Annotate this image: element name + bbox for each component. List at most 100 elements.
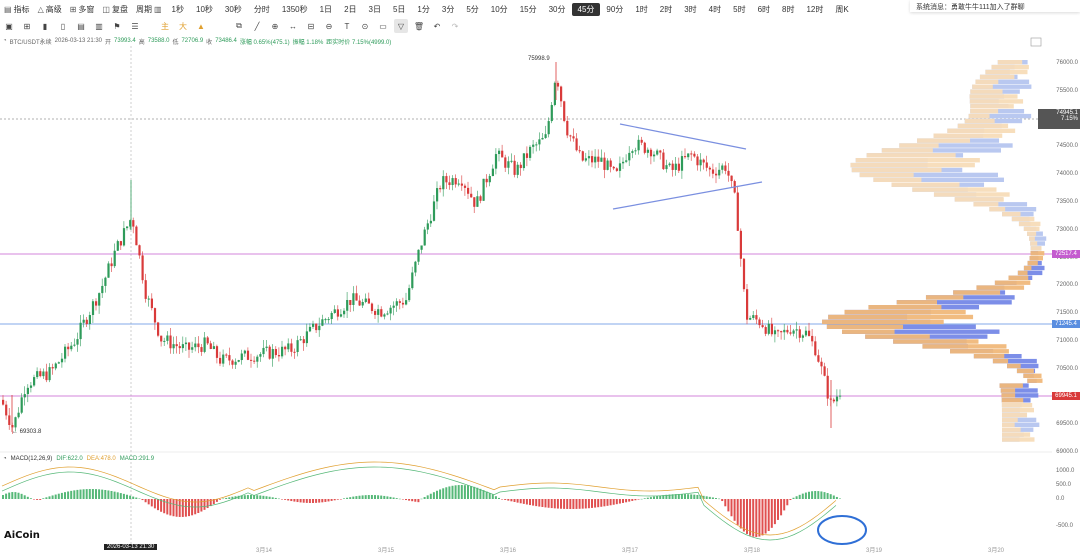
big-icon[interactable]: 大 [179,21,187,31]
candle-body [150,298,153,309]
line-tool-icon[interactable]: ╱ [254,21,260,31]
timeframe-tab[interactable]: 3时 [684,4,697,14]
low-annotation: ← 69303.8 [12,429,42,435]
close-value: 73486.4 [215,38,237,44]
macd-bar [764,499,767,534]
timeframe-tab[interactable]: 分时 [253,4,270,14]
period-button[interactable]: 周期 ▥ [135,4,162,14]
timeframe-tab[interactable]: 周K [835,4,849,14]
filter-icon[interactable]: ▽ [394,19,408,33]
candle-body [64,346,67,359]
zoom-icon[interactable]: ⊕ [271,21,279,31]
trash-icon[interactable]: 🗑 [413,21,425,31]
book-icon[interactable]: ▥ [95,21,103,31]
text-icon[interactable]: T [344,21,350,31]
volume-profile-bar [881,148,933,153]
candle-body [566,120,569,136]
macd-bar [591,499,593,508]
trade-icon[interactable]: 主 [161,21,169,31]
candle-body [814,341,817,356]
candle-body [541,137,544,140]
macd-bar [57,493,60,499]
stack-icon[interactable]: ▤ [77,21,85,31]
macd-bar [792,497,795,499]
list-icon[interactable]: ☰ [131,21,139,31]
candle-body [51,367,54,369]
candle-body [172,344,175,349]
indicator-button[interactable]: ▤ 指标 [4,4,30,14]
macd-bar [169,499,172,516]
macd-bar [597,499,600,508]
macd-bar [479,488,482,499]
advanced-icon: △ [37,4,44,14]
candle-body [343,310,346,315]
candle-body [417,249,420,262]
timeframe-tab[interactable]: 4时 [708,4,722,14]
candle-body [832,399,835,402]
timeframe-tab[interactable]: 8时 [782,4,795,14]
timeframe-tab[interactable]: 3日 [368,4,381,14]
undo-icon[interactable]: ↶ [433,21,441,31]
timeframe-tab[interactable]: 15分 [519,4,537,14]
timeframe-tab[interactable]: 2日 [344,4,357,14]
bars-icon[interactable]: ▮ [42,21,48,31]
macd-bar [547,499,550,508]
timeframe-tab[interactable]: 1日 [319,4,333,14]
volume-profile-bar [1030,241,1046,246]
candle-body [448,182,451,186]
candle-body [225,354,228,356]
fib-icon[interactable]: ⊟ [307,21,315,31]
timeframe-tab[interactable]: 2时 [659,4,673,14]
candle-body [259,354,262,357]
timeframe-tab[interactable]: 90分 [606,4,624,14]
candle-body [770,323,773,335]
flag-icon[interactable]: ⚑ [113,21,121,31]
timeframe-tab[interactable]: 10秒 [196,4,213,14]
candle-body [442,176,445,190]
candle-body [780,331,783,333]
macd-bar [532,499,535,506]
candle-body [265,346,268,348]
volume-profile-bar [891,182,960,187]
layout-icon[interactable]: ▣ [5,21,13,31]
timeframe-tab[interactable]: 1分 [417,4,430,14]
macd-bar [392,497,395,499]
timeframe-tab[interactable]: 30秒 [224,4,242,14]
fire-icon[interactable]: ▲ [197,21,205,31]
settings-icon[interactable]: ◔ [3,38,7,44]
multi-window-button[interactable]: ⊞ 多窗 [69,4,95,14]
timeframe-tab[interactable]: 5分 [466,4,479,14]
ruler-icon[interactable]: ⊖ [325,21,333,31]
timeframe-tab[interactable]: 10分 [490,4,508,14]
columns-icon[interactable]: ▯ [60,21,66,31]
candle-body [110,263,113,267]
timeframe-tab[interactable]: 5日 [392,4,406,14]
magnet-icon[interactable]: ⊙ [361,21,369,31]
macd-name: MACD(12,26,9) [10,456,53,462]
macd-bar [26,496,29,499]
advanced-button[interactable]: △ 高级 [37,4,62,14]
candle-body [67,346,70,350]
timeframe-tab[interactable]: 6时 [757,4,771,14]
macd-bar [312,499,314,503]
timeframe-tab[interactable]: 1时 [635,4,648,14]
timeframe-tab[interactable]: 45分 [571,2,601,16]
timeframe-tab[interactable]: 1秒 [171,4,184,14]
lock-icon[interactable]: ▭ [379,21,387,31]
redo-icon[interactable]: ↷ [451,21,459,31]
macd-bar [498,497,500,499]
high-annotation: 75998.9 [528,56,550,62]
replay-button[interactable]: ◫ 复盘 [102,4,128,14]
timeframe-tab[interactable]: 30分 [548,4,566,14]
timeframe-tab[interactable]: 5时 [733,4,746,14]
timeframe-tab[interactable]: 1350秒 [281,4,308,14]
timeframe-tab[interactable]: 12时 [806,4,824,14]
macd-bar [501,499,504,500]
hline-icon[interactable]: ↔ [289,21,297,31]
macd-settings-icon[interactable]: ◔ [3,456,7,462]
crop-icon[interactable]: ⧉ [236,21,242,30]
timeframe-tab[interactable]: 3分 [441,4,455,14]
grid-icon[interactable]: ⊞ [23,21,31,31]
volume-profile-bar [1001,393,1016,398]
